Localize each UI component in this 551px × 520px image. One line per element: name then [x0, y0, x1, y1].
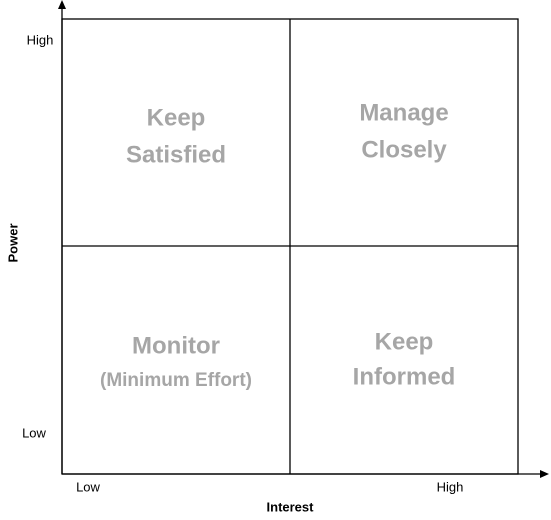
y-high-label: High [27, 32, 54, 47]
quadrant-text: Monitor [132, 332, 220, 359]
y-axis-label: Power [5, 223, 20, 262]
quadrant-text: Keep [375, 328, 434, 355]
y-low-label: Low [22, 425, 46, 440]
y-axis-arrow [58, 0, 66, 9]
quadrant-text: Keep [147, 104, 206, 131]
x-low-label: Low [76, 479, 100, 494]
x-axis-arrow [540, 470, 549, 478]
quadrant-text: (Minimum Effort) [100, 370, 252, 391]
quadrant-text: Closely [361, 136, 447, 163]
quadrant-text: Satisfied [126, 141, 226, 168]
quadrant-text: Manage [359, 99, 448, 126]
x-high-label: High [437, 479, 464, 494]
quadrant-text: Informed [353, 363, 456, 390]
x-axis-label: Interest [267, 499, 315, 514]
